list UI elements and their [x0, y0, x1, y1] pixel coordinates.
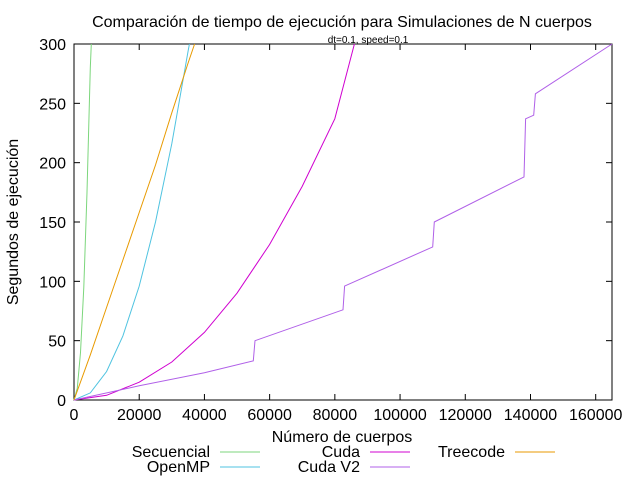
x-tick-label: 140000: [504, 407, 557, 424]
x-tick-label: 0: [70, 407, 79, 424]
series-line-treecode: [73, 43, 196, 401]
x-tick-label: 20000: [117, 407, 162, 424]
plot-frame: [73, 43, 613, 401]
y-tick-label: 150: [39, 215, 66, 232]
legend-label-treecode: Treecode: [438, 444, 505, 461]
series-line-cuda-v2: [73, 43, 613, 401]
series-line-secuencial: [73, 43, 92, 401]
y-tick-label: 250: [39, 96, 66, 113]
x-tick-label: 40000: [182, 407, 227, 424]
x-tick-label: 160000: [569, 407, 622, 424]
y-axis-label: Segundos de ejecución: [5, 139, 22, 305]
series-line-openmp: [73, 43, 190, 401]
y-tick-label: 0: [57, 393, 66, 410]
chart-subtitle: dt=0.1, speed=0.1: [328, 35, 409, 46]
x-axis-label: Número de cuerpos: [272, 429, 413, 446]
axis-ticks: 0 20000 40000 60000 80000 100000 120000 140000 1…: [39, 37, 622, 424]
legend-label-openmp: OpenMP: [147, 459, 210, 476]
legend-label-cuda: Cuda: [322, 444, 360, 461]
y-tick-label: 300: [39, 37, 66, 54]
x-tick-label: 80000: [313, 407, 358, 424]
y-tick-label: 200: [39, 156, 66, 173]
x-tick-label: 120000: [439, 407, 492, 424]
legend-label-cuda-v2: Cuda V2: [298, 459, 360, 476]
y-tick-label: 100: [39, 274, 66, 291]
x-tick-label: 100000: [373, 407, 426, 424]
series-line-cuda: [73, 43, 355, 401]
y-tick-label: 50: [48, 334, 66, 351]
x-tick-label: 60000: [247, 407, 292, 424]
chart-title: Comparación de tiempo de ejecución para …: [92, 14, 592, 31]
series-lines: [73, 43, 613, 401]
title-group: Comparación de tiempo de ejecución para …: [92, 14, 592, 46]
legend-label-secuencial: Secuencial: [132, 444, 210, 461]
